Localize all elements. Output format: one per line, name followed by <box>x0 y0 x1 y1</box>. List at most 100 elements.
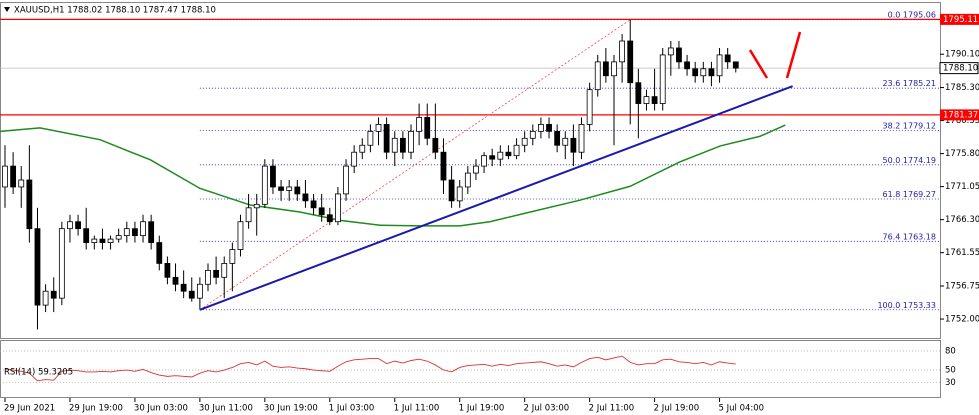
candle-body <box>237 221 244 250</box>
fib-label: 38.2 1779.12 <box>883 121 936 130</box>
candle-body <box>67 221 73 230</box>
y-tick-label: 1756.75 <box>945 282 979 292</box>
candle-body <box>708 68 715 77</box>
fib-label: 61.8 1769.27 <box>883 189 936 198</box>
candle-body <box>659 54 666 104</box>
y-tick-label: 1752.00 <box>945 315 979 325</box>
candle-body <box>335 193 341 223</box>
candle-body <box>643 96 650 104</box>
candle-body <box>456 186 463 202</box>
candle-body <box>627 40 634 84</box>
candle-body <box>196 283 203 299</box>
x-tick-label: 29 Jun 2021 <box>4 404 55 414</box>
rsi-tick-label: 30 <box>945 378 956 388</box>
x-tick-label: 2 Jul 03:00 <box>524 404 570 414</box>
candle-body <box>58 228 65 299</box>
candle-body <box>229 249 236 264</box>
x-tick-label: 30 Jun 03:00 <box>134 404 188 414</box>
candle-body <box>140 221 146 237</box>
fib-price-text: 1774.19 <box>903 155 936 164</box>
rsi-line <box>4 355 736 382</box>
candle-body <box>692 68 699 77</box>
candle-body <box>473 165 479 174</box>
candle-body <box>700 68 707 77</box>
candle-body <box>213 269 220 278</box>
candle-body <box>464 172 471 188</box>
x-tick-label: 5 Jul 04:00 <box>719 404 765 414</box>
candle-body <box>253 203 260 209</box>
candle-body <box>546 124 552 132</box>
candle-body <box>562 137 569 146</box>
fib-price-text: 1769.27 <box>903 189 936 198</box>
arrow <box>748 49 769 79</box>
candle-body <box>586 89 593 125</box>
candle-body <box>10 165 17 188</box>
candle-body <box>513 144 520 157</box>
candle-body <box>286 186 293 191</box>
menu-arrow <box>4 7 10 12</box>
candle-body <box>375 124 382 132</box>
candle-body <box>651 96 658 104</box>
candle-body <box>50 290 57 299</box>
fib-label: 100.0 1753.33 <box>877 300 936 309</box>
candle-body <box>667 47 674 56</box>
candle-body <box>148 221 155 243</box>
fib-label: 76.4 1763.18 <box>883 232 936 241</box>
y-tick-label: 1771.05 <box>945 182 979 192</box>
x-tick-label: 2 Jul 19:00 <box>654 404 700 414</box>
rsi-label: RSI(14) 59.3205 <box>4 368 73 378</box>
candle-body <box>399 137 406 153</box>
header: XAUUSD,H1 1788.02 1788.10 1787.47 1788.1… <box>14 6 216 16</box>
x-tick-label: 1 Jul 03:00 <box>329 404 375 414</box>
candle-body <box>164 263 171 278</box>
fib-level-text: 0.0 <box>888 10 901 19</box>
candle-body <box>408 130 414 153</box>
x-tick-label: 30 Jun 19:00 <box>264 404 318 414</box>
current-price-box <box>939 62 979 75</box>
y-tick-label: 1766.30 <box>945 215 979 225</box>
candle-body <box>391 137 398 153</box>
candle-body <box>440 151 447 181</box>
price-line-label: 1795.11 <box>943 15 978 25</box>
candle-body <box>156 242 163 264</box>
candle-body <box>489 155 496 160</box>
candle-body <box>529 130 536 139</box>
candle-body <box>310 200 317 209</box>
candle-body <box>497 151 504 160</box>
x-tick-label: 30 Jun 11:00 <box>199 404 253 414</box>
candle-body <box>343 165 349 195</box>
candle-body <box>383 124 390 153</box>
candle-body <box>91 238 98 243</box>
candle-body <box>594 61 601 91</box>
candle-body <box>172 276 179 285</box>
candle-body <box>554 130 561 146</box>
candle-body <box>602 61 609 77</box>
candle-body <box>278 186 284 191</box>
candle-body <box>18 179 25 188</box>
fib-price-text: 1779.12 <box>903 121 936 130</box>
candle-body <box>318 207 325 216</box>
candle-body <box>359 144 366 153</box>
candle-body <box>481 155 487 167</box>
candle-body <box>75 221 81 230</box>
candle-body <box>34 228 41 306</box>
candle-body <box>99 238 106 243</box>
candle-body <box>261 165 268 205</box>
price-line-box <box>940 13 979 25</box>
candle-body <box>205 269 211 285</box>
rsi-tick-label: 80 <box>945 346 956 356</box>
candle-body <box>416 117 423 132</box>
candle-body <box>26 179 33 230</box>
rsi-panel <box>0 340 941 398</box>
fib-level-text: 38.2 <box>883 121 901 130</box>
fib-level-text: 50.0 <box>883 155 901 164</box>
candle-body <box>684 61 690 70</box>
candle-body <box>570 137 577 153</box>
candle-body <box>302 193 309 202</box>
fib-label: 23.6 1785.21 <box>883 79 936 88</box>
candle-body <box>326 214 333 223</box>
current-price-label: 1788.10 <box>943 64 978 74</box>
candle-body <box>424 117 431 139</box>
candle-body <box>611 61 617 77</box>
candle-body <box>676 47 682 63</box>
